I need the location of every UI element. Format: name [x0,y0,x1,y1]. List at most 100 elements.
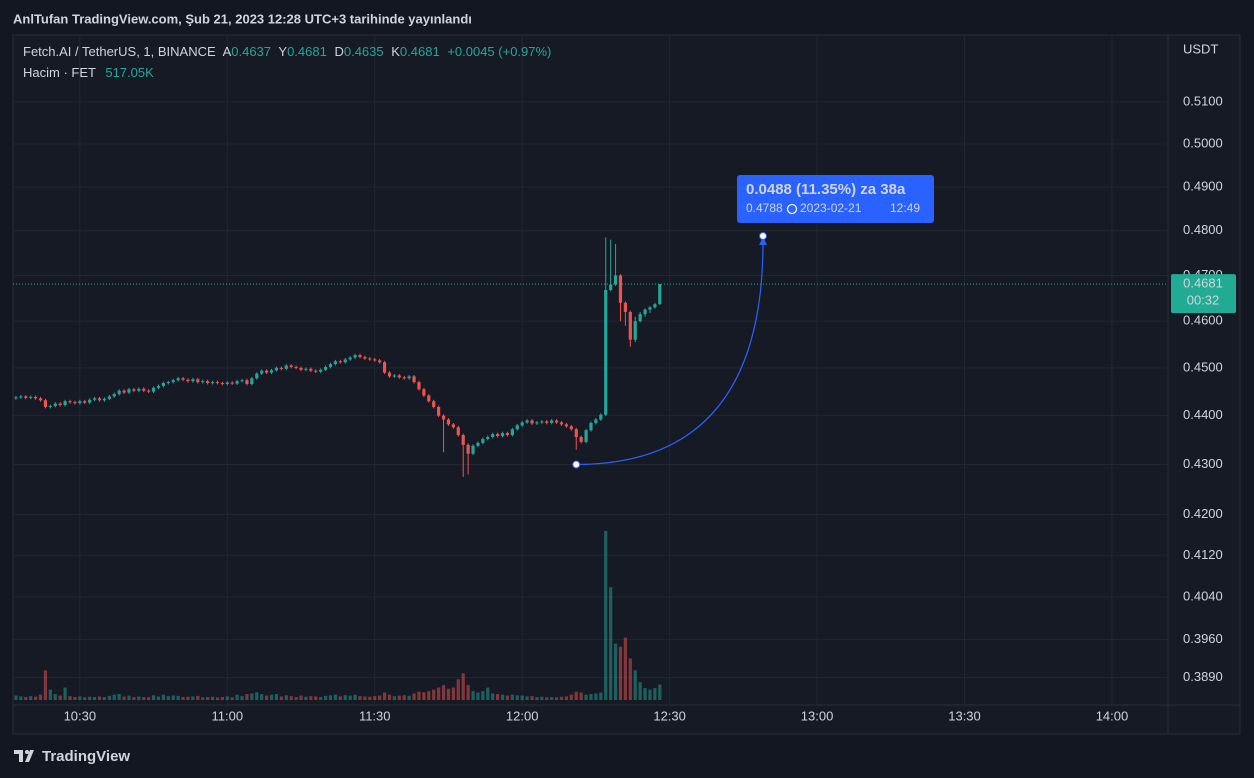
candle-body [83,401,87,403]
volume-bar [358,696,362,700]
volume-bar [58,695,62,700]
volume-bar [279,696,283,700]
volume-bar [554,697,559,700]
candle-body [19,396,23,398]
volume-bar [68,696,72,700]
candle-body [427,395,431,402]
volume-bar [235,694,239,700]
x-tick-label: 12:00 [506,708,539,723]
candle-body [623,302,627,312]
chart-frame [12,34,1241,735]
candle-body [397,375,401,378]
candle-body [323,366,328,370]
y-tick-label: 0.5000 [1183,135,1223,150]
candle-body [613,275,618,285]
candle-body [156,385,161,388]
volume-bar [500,694,505,700]
volume-bar [525,696,529,700]
candle-body [535,422,539,424]
candle-body [102,398,107,401]
candle-body [127,389,131,393]
ohlc-letter: K [391,44,400,59]
candle-body [191,379,195,382]
measure-price: 0.4788 [746,201,783,215]
candle-body [579,437,583,442]
candle-body [589,422,593,431]
volume-bar [417,691,421,700]
candle-body [550,420,554,423]
volume-bar [402,695,406,700]
volume-bar [181,697,185,700]
candle-body [58,403,62,406]
candle-body [250,378,254,385]
volume-bar [432,689,436,700]
candle-body [181,378,185,380]
volume-bar [510,694,514,700]
y-tick-label: 0.4400 [1183,407,1223,422]
volume-bar [648,689,652,700]
candle-body [382,362,387,373]
candle-body [122,390,126,393]
volume-bar [88,696,92,700]
volume-bar [353,694,357,700]
x-tick-label: 13:30 [948,708,981,723]
volume-bar [73,697,77,700]
volume-bar [147,697,151,700]
volume-bar [191,696,195,700]
volume-bar [481,691,485,700]
volume-bar [589,694,593,700]
symbol: Fetch.AI / TetherUS, 1, BINANCE [23,44,216,59]
ohlc-letter: Y [278,44,287,59]
volume-bar [319,697,323,700]
volume-bar [289,696,293,700]
candle-body [284,365,288,369]
volume-bar [486,687,490,700]
volume-bar [338,696,342,700]
candle-body [437,406,441,416]
logo: TradingView [14,748,130,765]
volume-bar [284,695,288,700]
volume-bar [196,695,200,700]
volume-bar [161,694,165,700]
volume-bar [574,691,578,700]
volume-bar [29,696,33,700]
y-tick-label: 0.4120 [1183,547,1223,562]
candle-body [461,435,465,445]
candle-body [333,361,338,365]
currency: USDT [1183,41,1218,56]
volume-bar [397,695,401,700]
candle-body [274,367,279,371]
volume-bar [491,693,495,700]
candle-body [491,434,495,438]
candle-body [196,379,200,383]
volume-bar [427,691,431,700]
volume-bar [569,694,573,700]
candle-body [432,401,436,407]
measure-box [737,175,935,224]
candle-body [363,357,367,359]
x-tick-label: 12:30 [653,708,686,723]
candle-body [618,275,623,303]
candle-body [343,359,347,363]
volume-bar [456,679,460,700]
volume-bar [83,697,87,700]
candle-body [34,396,38,399]
volume-bar [92,697,97,700]
volume-bar [643,688,647,700]
candle-body [304,368,308,370]
volume-bar [294,697,298,700]
volume-bar [24,697,28,700]
candle-body [628,311,632,340]
candle-body [466,444,470,454]
candle-body [112,394,116,397]
volume-title: Hacim · FET [23,65,96,80]
volume-bar [240,696,244,700]
candle-body [245,380,249,385]
candle-body [255,373,259,379]
candle-body [446,419,451,425]
volume-bar [505,695,510,700]
candle-body [240,380,244,382]
candle-body [206,381,210,384]
logo-icon [14,750,34,762]
